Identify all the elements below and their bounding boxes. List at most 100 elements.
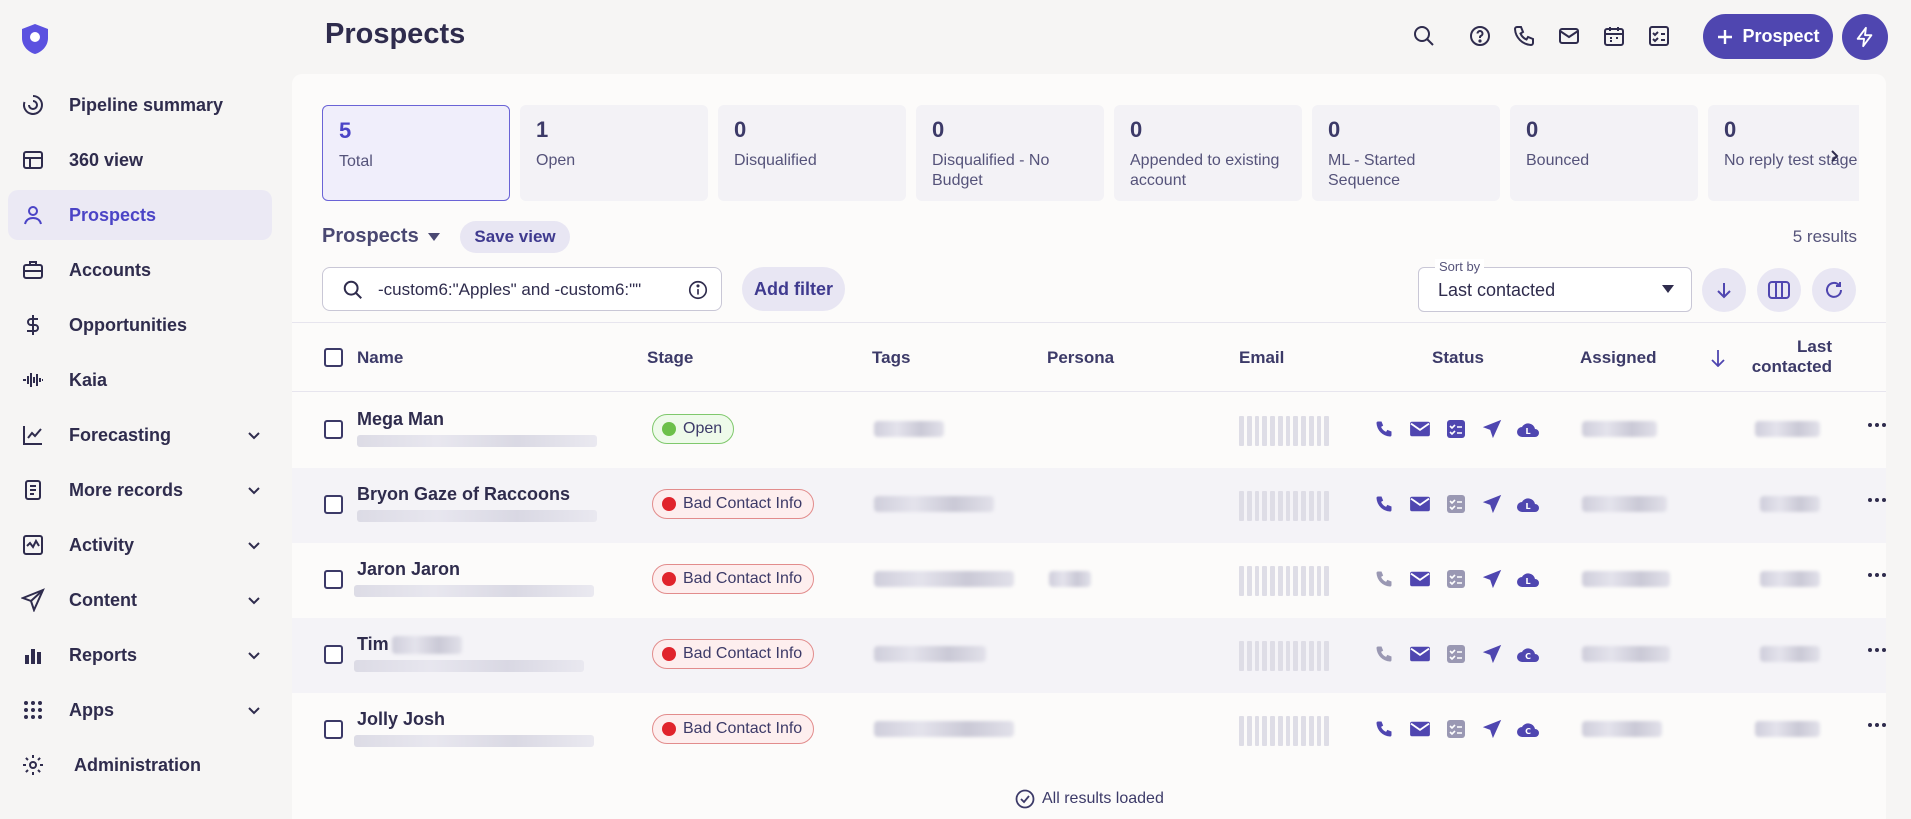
mail-icon[interactable]: [1408, 417, 1432, 441]
more-options-icon[interactable]: [1867, 572, 1887, 578]
column-assigned[interactable]: Assigned: [1580, 348, 1657, 367]
mail-icon[interactable]: [1557, 24, 1581, 48]
phone-icon[interactable]: [1372, 567, 1396, 591]
info-icon[interactable]: [687, 279, 709, 301]
cloud-sync-icon[interactable]: L: [1516, 492, 1540, 516]
search-field[interactable]: -custom6:"Apples" and -custom6:"": [322, 267, 722, 311]
cards-scroll-right-button[interactable]: [1819, 141, 1849, 171]
sidebar-item-forecasting[interactable]: Forecasting: [8, 410, 272, 460]
task-icon[interactable]: [1444, 567, 1468, 591]
add-filter-button[interactable]: Add filter: [742, 267, 845, 311]
app-logo-icon[interactable]: [17, 21, 53, 57]
send-icon[interactable]: [1480, 417, 1504, 441]
sort-direction-button[interactable]: [1702, 268, 1746, 312]
column-name[interactable]: Name: [357, 348, 404, 367]
mail-icon[interactable]: [1408, 642, 1432, 666]
cloud-sync-icon[interactable]: C: [1516, 642, 1540, 666]
prospect-name[interactable]: Jolly Josh: [357, 709, 446, 729]
stage-card-disqualified[interactable]: 0 Disqualified: [718, 105, 906, 201]
cloud-sync-icon[interactable]: C: [1516, 717, 1540, 741]
phone-icon[interactable]: [1372, 492, 1396, 516]
stage-card-disqualified-no-budget[interactable]: 0 Disqualified - No Budget: [916, 105, 1104, 201]
chevron-down-icon[interactable]: [246, 702, 262, 718]
more-options-icon[interactable]: [1867, 422, 1887, 428]
stage-card-total[interactable]: 5 Total: [322, 105, 510, 201]
row-checkbox[interactable]: [324, 495, 343, 514]
sidebar-item-reports[interactable]: Reports: [8, 630, 272, 680]
row-checkbox[interactable]: [324, 720, 343, 739]
stage-badge[interactable]: Bad Contact Info: [652, 639, 815, 669]
mail-icon[interactable]: [1408, 567, 1432, 591]
prospect-name[interactable]: Mega Man: [357, 409, 445, 429]
cloud-sync-icon[interactable]: L: [1516, 417, 1540, 441]
sidebar-item-prospects[interactable]: Prospects: [8, 190, 272, 240]
table-row[interactable]: Mega Man Open L: [292, 393, 1886, 468]
column-status[interactable]: Status: [1432, 348, 1484, 367]
chevron-down-icon[interactable]: [246, 592, 262, 608]
stage-badge[interactable]: Open: [652, 414, 735, 444]
stage-badge[interactable]: Bad Contact Info: [652, 564, 815, 594]
sidebar-item-360-view[interactable]: 360 view: [8, 135, 272, 185]
mail-icon[interactable]: [1408, 717, 1432, 741]
view-selector[interactable]: Prospects: [322, 225, 441, 248]
stage-card-appended[interactable]: 0 Appended to existing account: [1114, 105, 1302, 201]
sort-select[interactable]: Sort by Last contacted: [1418, 259, 1692, 312]
task-icon[interactable]: [1444, 717, 1468, 741]
phone-icon[interactable]: [1372, 642, 1396, 666]
select-all-checkbox[interactable]: [324, 348, 343, 367]
help-icon[interactable]: [1468, 24, 1492, 48]
send-icon[interactable]: [1480, 642, 1504, 666]
column-persona[interactable]: Persona: [1047, 348, 1115, 367]
cloud-sync-icon[interactable]: L: [1516, 567, 1540, 591]
sidebar-item-pipeline-summary[interactable]: Pipeline summary: [8, 80, 272, 130]
chevron-down-icon[interactable]: [246, 537, 262, 553]
sidebar-item-activity[interactable]: Activity: [8, 520, 272, 570]
calendar-icon[interactable]: [1602, 24, 1626, 48]
more-options-icon[interactable]: [1867, 647, 1887, 653]
sidebar-item-apps[interactable]: Apps: [8, 685, 272, 735]
stage-badge[interactable]: Bad Contact Info: [652, 714, 815, 744]
column-stage[interactable]: Stage: [647, 348, 694, 367]
task-icon[interactable]: [1444, 642, 1468, 666]
stage-card-ml-started[interactable]: 0 ML - Started Sequence: [1312, 105, 1500, 201]
refresh-button[interactable]: [1812, 268, 1856, 312]
column-last-contacted[interactable]: Last contacted: [1751, 337, 1832, 376]
row-checkbox[interactable]: [324, 645, 343, 664]
chevron-down-icon[interactable]: [246, 482, 262, 498]
phone-icon[interactable]: [1372, 417, 1396, 441]
send-icon[interactable]: [1480, 492, 1504, 516]
columns-button[interactable]: [1757, 268, 1801, 312]
table-row[interactable]: Jaron Jaron Bad Contact Info L: [292, 543, 1886, 618]
chevron-down-icon[interactable]: [246, 427, 262, 443]
table-row[interactable]: Jolly Josh Bad Contact Info C: [292, 693, 1886, 768]
table-row[interactable]: Tim Bad Contact Info C: [292, 618, 1886, 693]
table-row[interactable]: Bryon Gaze of Raccoons Bad Contact Info …: [292, 468, 1886, 543]
column-email[interactable]: Email: [1239, 348, 1285, 367]
prospect-name[interactable]: Jaron Jaron: [357, 559, 461, 579]
sidebar-item-accounts[interactable]: Accounts: [8, 245, 272, 295]
mail-icon[interactable]: [1408, 492, 1432, 516]
stage-card-bounced[interactable]: 0 Bounced: [1510, 105, 1698, 201]
tasks-icon[interactable]: [1647, 24, 1671, 48]
column-tags[interactable]: Tags: [872, 348, 911, 367]
row-checkbox[interactable]: [324, 570, 343, 589]
prospect-name[interactable]: Bryon Gaze of Raccoons: [357, 484, 571, 504]
sidebar-item-opportunities[interactable]: Opportunities: [8, 300, 272, 350]
save-view-button[interactable]: Save view: [460, 221, 570, 253]
sidebar-item-content[interactable]: Content: [8, 575, 272, 625]
quick-actions-button[interactable]: [1842, 14, 1888, 60]
more-options-icon[interactable]: [1867, 497, 1887, 503]
phone-icon[interactable]: [1372, 717, 1396, 741]
phone-icon[interactable]: [1512, 24, 1536, 48]
sidebar-item-kaia[interactable]: Kaia: [8, 355, 272, 405]
sidebar-item-administration[interactable]: Administration: [8, 740, 272, 790]
row-checkbox[interactable]: [324, 420, 343, 439]
add-prospect-button[interactable]: Prospect: [1703, 14, 1833, 59]
task-icon[interactable]: [1444, 417, 1468, 441]
chevron-down-icon[interactable]: [246, 647, 262, 663]
send-icon[interactable]: [1480, 717, 1504, 741]
sidebar-item-more-records[interactable]: More records: [8, 465, 272, 515]
prospect-name[interactable]: Tim: [357, 634, 389, 654]
more-options-icon[interactable]: [1867, 722, 1887, 728]
task-icon[interactable]: [1444, 492, 1468, 516]
